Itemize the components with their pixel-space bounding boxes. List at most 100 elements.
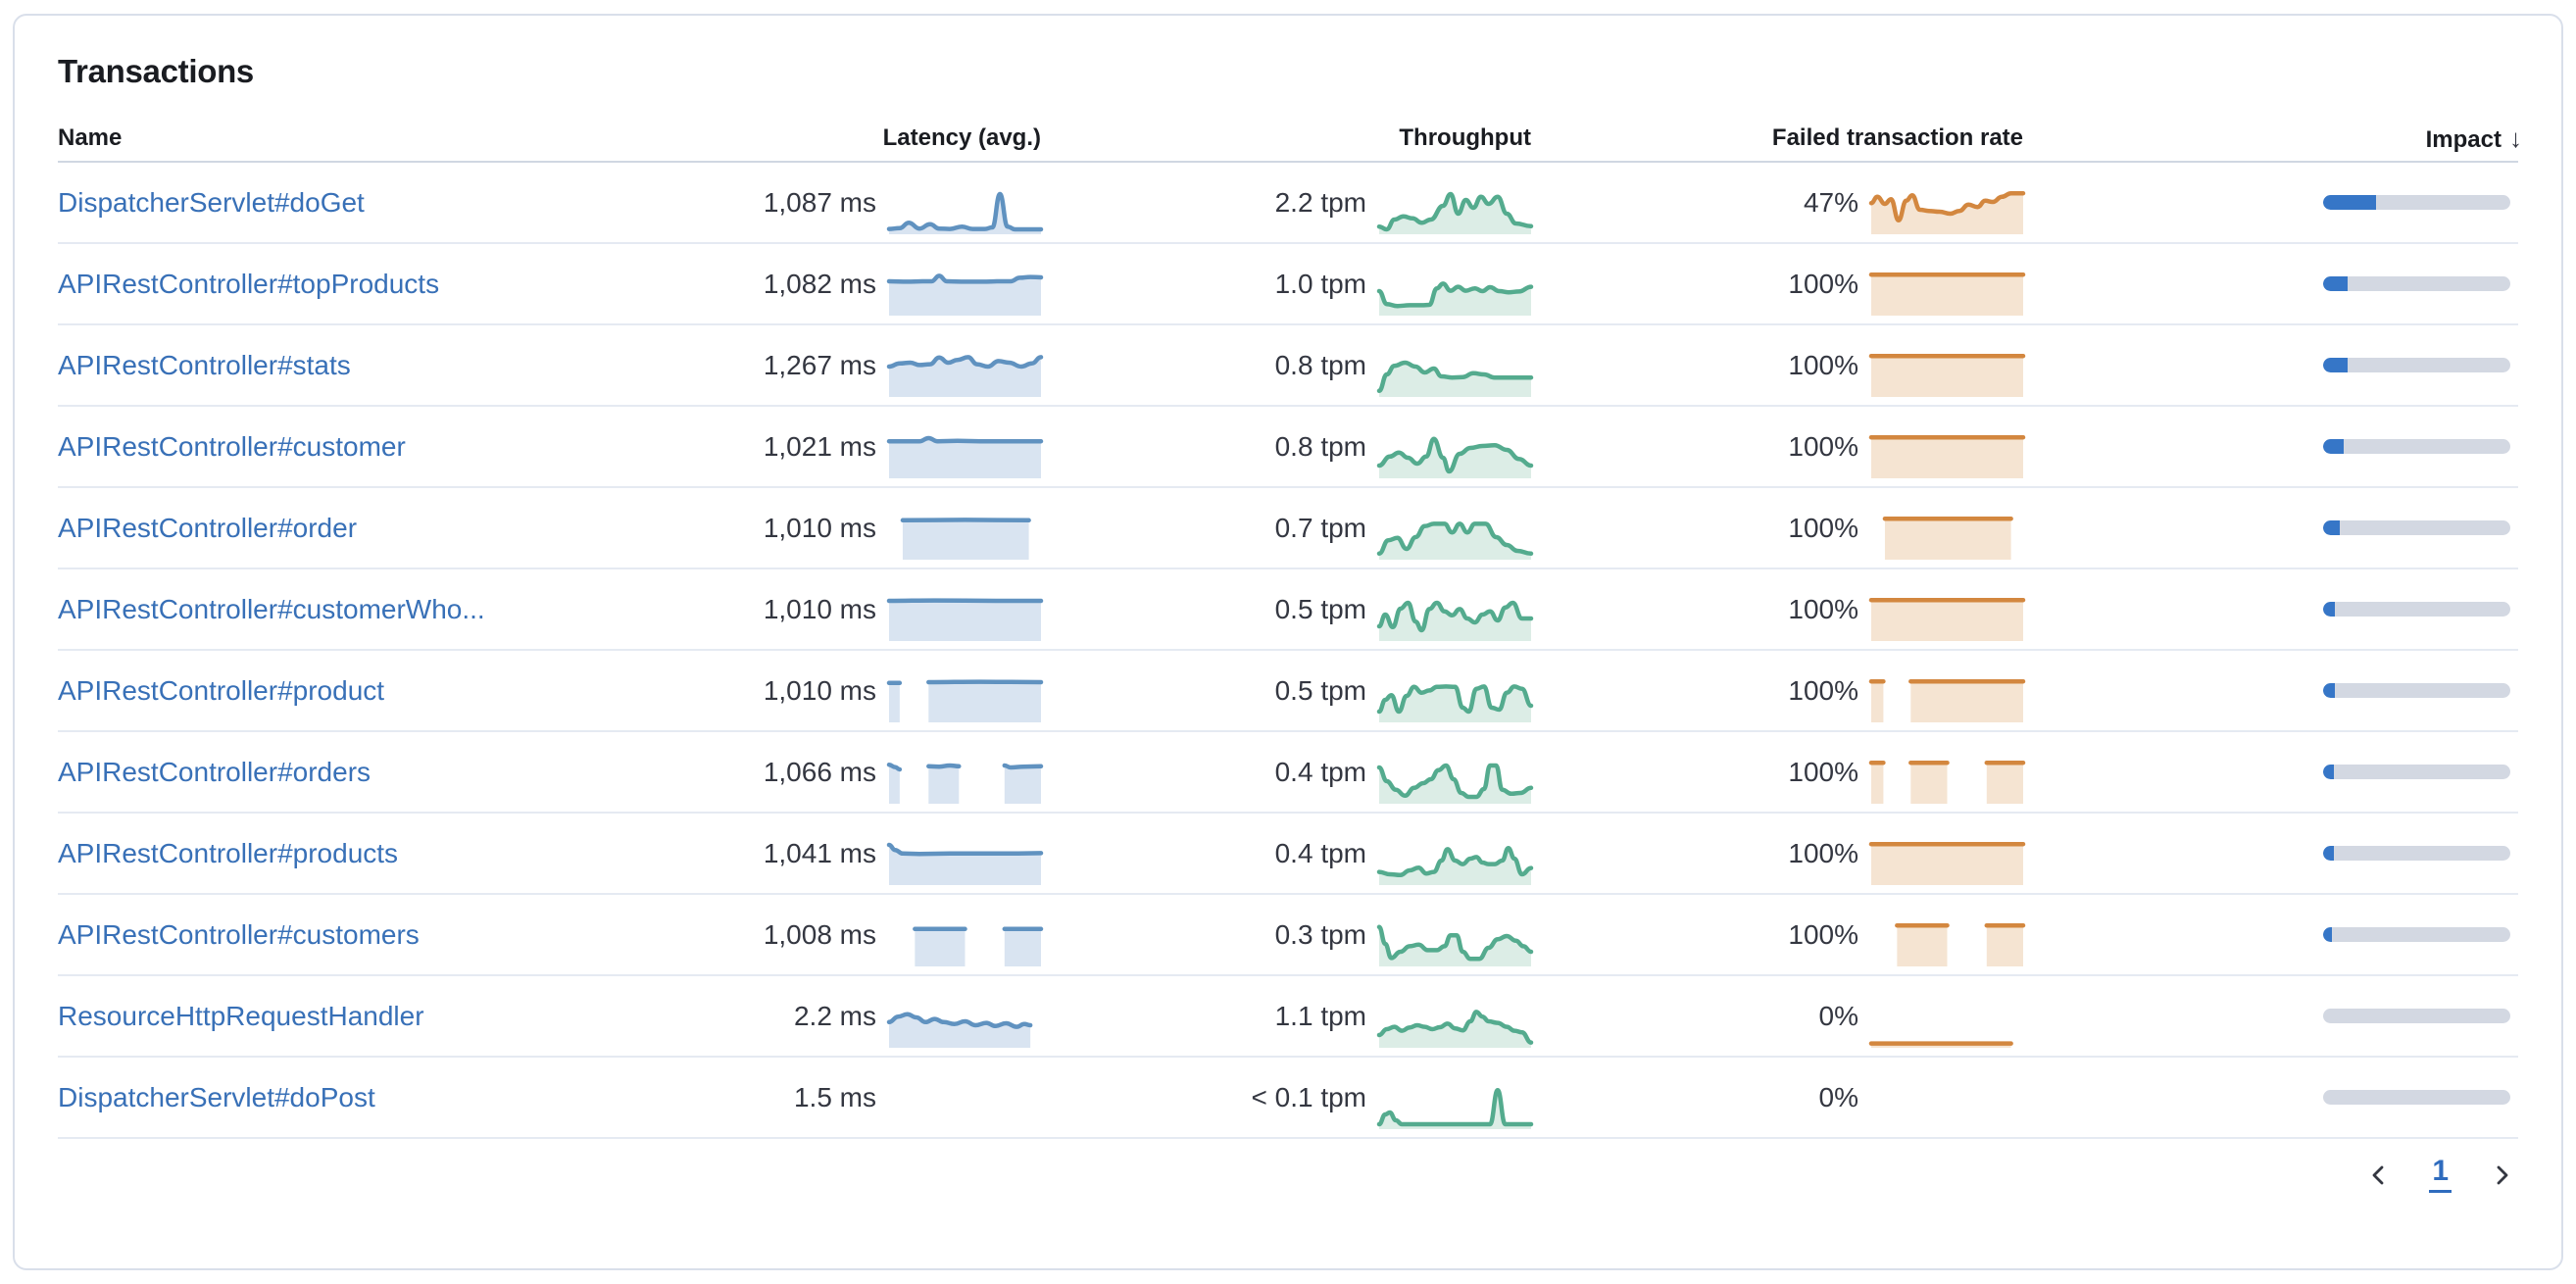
name-cell: APIRestController#customers: [58, 919, 669, 951]
impact-bar: [2323, 276, 2510, 291]
transaction-link[interactable]: ResourceHttpRequestHandler: [58, 1000, 424, 1031]
page-1-button[interactable]: 1: [2429, 1157, 2452, 1193]
table-row: APIRestController#order 1,010 ms 0.7 tpm 10…: [58, 488, 2518, 569]
impact-bar: [2323, 765, 2510, 779]
latency-sparkline: [886, 354, 1044, 397]
throughput-cell: 0.4 tpm: [1080, 831, 1534, 885]
transaction-link[interactable]: APIRestController#product: [58, 674, 385, 706]
throughput-value: 0.8 tpm: [1274, 349, 1366, 380]
failed-rate-sparkline: [1895, 922, 2026, 966]
latency-value: 1,008 ms: [763, 918, 876, 950]
failed-rate-cell: 100%: [1570, 424, 2026, 478]
name-cell: APIRestController#order: [58, 513, 669, 544]
failed-rate-value: 100%: [1788, 349, 1858, 380]
throughput-value: 0.4 tpm: [1274, 756, 1366, 787]
throughput-sparkline: [1376, 924, 1534, 966]
name-cell: DispatcherServlet#doGet: [58, 187, 669, 219]
transaction-link[interactable]: APIRestController#order: [58, 512, 358, 543]
failed-rate-sparkline: [1868, 841, 2026, 885]
transaction-link[interactable]: APIRestController#products: [58, 837, 399, 868]
impact-cell: [2062, 927, 2522, 942]
throughput-cell: 0.8 tpm: [1080, 343, 1534, 397]
latency-value: 1,010 ms: [763, 512, 876, 543]
throughput-sparkline: [1376, 520, 1534, 560]
pagination: 1: [58, 1157, 2518, 1193]
latency-sparkline: [886, 842, 1044, 885]
failed-rate-cell: 100%: [1570, 913, 2026, 966]
table-row: APIRestController#orders 1,066 ms 0.4 tpm 1…: [58, 732, 2518, 814]
transactions-table: DispatcherServlet#doGet 1,087 ms 2.2 tpm 47…: [58, 163, 2518, 1139]
transaction-link[interactable]: APIRestController#customers: [58, 918, 420, 950]
impact-cell: [2062, 602, 2522, 617]
transaction-link[interactable]: APIRestController#customer: [58, 430, 406, 462]
throughput-value: 0.4 tpm: [1274, 837, 1366, 868]
throughput-cell: 0.8 tpm: [1080, 424, 1534, 478]
failed-rate-sparkline: [1868, 190, 2026, 234]
failed-rate-value: 100%: [1788, 674, 1858, 706]
column-header-impact[interactable]: Impact ↓: [2062, 123, 2522, 154]
throughput-cell: 2.2 tpm: [1080, 180, 1534, 234]
impact-bar-fill: [2323, 520, 2341, 535]
latency-value: 1,066 ms: [763, 756, 876, 787]
impact-bar-fill: [2323, 602, 2336, 617]
impact-bar: [2323, 1009, 2510, 1023]
throughput-sparkline: [1376, 763, 1534, 804]
impact-cell: [2062, 358, 2522, 372]
failed-rate-sparkline: [1868, 272, 2026, 316]
latency-cell: 1,041 ms: [708, 831, 1044, 885]
table-header: Name Latency (avg.) Throughput Failed tr…: [58, 116, 2522, 163]
impact-bar-fill: [2323, 846, 2334, 861]
transaction-link[interactable]: APIRestController#topProducts: [58, 268, 440, 299]
failed-rate-value: 47%: [1803, 186, 1858, 218]
throughput-cell: 0.7 tpm: [1080, 506, 1534, 560]
latency-sparkline: [889, 1084, 1041, 1129]
transaction-link[interactable]: APIRestController#customerWho...: [58, 593, 485, 624]
impact-cell: [2062, 195, 2522, 210]
column-header-throughput[interactable]: Throughput: [1399, 124, 1531, 151]
throughput-sparkline: [1376, 845, 1534, 885]
impact-cell: [2062, 846, 2522, 861]
next-page-button[interactable]: [2487, 1161, 2516, 1190]
table-row: APIRestController#products 1,041 ms 0.4 tp…: [58, 814, 2518, 895]
failed-rate-value: 100%: [1788, 512, 1858, 543]
previous-page-button[interactable]: [2364, 1161, 2394, 1190]
transaction-link[interactable]: DispatcherServlet#doGet: [58, 186, 365, 218]
latency-sparkline: [886, 272, 1044, 316]
latency-cell: 1,010 ms: [708, 506, 1041, 560]
failed-rate-cell: 0%: [1570, 1075, 2023, 1120]
failed-rate-cell: 100%: [1570, 506, 2023, 560]
failed-rate-value: 100%: [1788, 918, 1858, 950]
failed-rate-sparkline: [1868, 760, 2026, 804]
throughput-sparkline: [1376, 280, 1534, 316]
failed-rate-cell: 47%: [1570, 180, 2026, 234]
failed-rate-sparkline: [1882, 516, 2013, 560]
impact-bar-fill: [2323, 276, 2348, 291]
latency-cell: 1,267 ms: [708, 343, 1044, 397]
column-header-name[interactable]: Name: [58, 124, 123, 151]
latency-cell: 1,066 ms: [708, 750, 1044, 804]
page-title: Transactions: [58, 53, 254, 89]
transaction-link[interactable]: APIRestController#orders: [58, 756, 372, 787]
throughput-value: 0.3 tpm: [1274, 918, 1366, 950]
column-header-failed-rate[interactable]: Failed transaction rate: [1771, 124, 2023, 151]
latency-cell: 1,021 ms: [708, 424, 1044, 478]
impact-cell: [2062, 1090, 2522, 1105]
latency-sparkline: [886, 597, 1044, 641]
column-header-latency[interactable]: Latency (avg.): [882, 124, 1041, 151]
throughput-sparkline: [1376, 1009, 1534, 1048]
latency-value: 1,021 ms: [763, 430, 876, 462]
failed-rate-cell: 0%: [1570, 994, 2023, 1048]
table-row: APIRestController#customer 1,021 ms 0.8 tp…: [58, 407, 2518, 488]
throughput-value: 0.7 tpm: [1274, 512, 1366, 543]
throughput-cell: 1.1 tpm: [1080, 994, 1534, 1048]
latency-cell: 2.2 ms: [708, 994, 1041, 1048]
failed-rate-sparkline: [1868, 434, 2026, 478]
throughput-cell: 0.5 tpm: [1080, 587, 1534, 641]
throughput-value: 0.5 tpm: [1274, 593, 1366, 624]
impact-cell: [2062, 683, 2522, 698]
impact-cell: [2062, 1009, 2522, 1023]
transaction-link[interactable]: APIRestController#stats: [58, 349, 351, 380]
transaction-link[interactable]: DispatcherServlet#doPost: [58, 1081, 375, 1112]
latency-value: 1,082 ms: [763, 268, 876, 299]
throughput-cell: < 0.1 tpm: [1080, 1075, 1534, 1129]
